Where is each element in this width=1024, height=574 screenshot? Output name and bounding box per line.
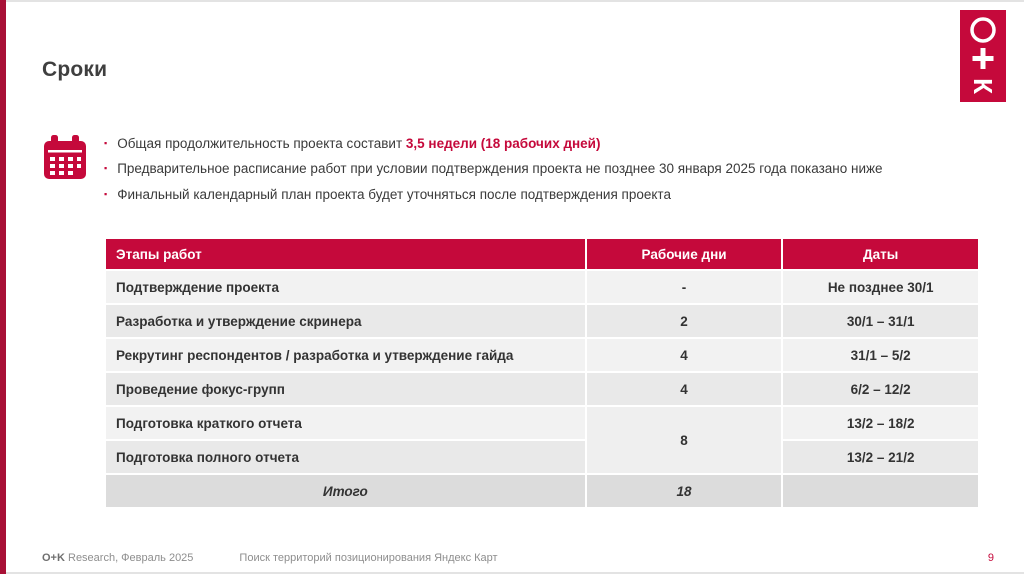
ok-logo-icon: К <box>968 17 998 94</box>
bullet-text-normal: Общая продолжительность проекта составит <box>117 136 406 151</box>
total-dates-cell <box>781 473 980 509</box>
brand-logo: К <box>960 10 1006 102</box>
bullet-text: Финальный календарный план проекта будет… <box>117 186 671 202</box>
stage-cell: Рекрутинг респондентов / разработка и ут… <box>104 337 587 373</box>
days-cell: 4 <box>584 337 784 373</box>
total-label-cell: Итого <box>104 473 587 509</box>
bullet-text: Общая продолжительность проекта составит… <box>117 133 600 154</box>
stage-cell: Подтверждение проекта <box>104 269 587 305</box>
bullet-text: Предварительное расписание работ при усл… <box>117 161 883 177</box>
dates-cell: Не позднее 30/1 <box>781 269 980 305</box>
dates-cell: 6/2 – 12/2 <box>781 371 980 407</box>
bullet-marker-icon: ▪ <box>104 138 108 148</box>
table-row: Проведение фокус-групп 4 6/2 – 12/2 <box>104 371 980 407</box>
days-cell: 2 <box>584 303 784 339</box>
table-row: Подготовка краткого отчета 8 13/2 – 18/2 <box>104 405 980 475</box>
bullet-item: ▪ Общая продолжительность проекта состав… <box>104 133 988 154</box>
days-cell-merged: 8 <box>584 405 784 475</box>
svg-text:К: К <box>968 78 998 94</box>
column-header-stages: Этапы работ <box>104 237 587 271</box>
bullet-list: ▪ Общая продолжительность проекта состав… <box>104 133 988 209</box>
days-cell: 4 <box>584 371 784 407</box>
footer-brand: O+K Research, Февраль 2025 <box>42 552 193 564</box>
bullet-marker-icon: ▪ <box>104 188 108 199</box>
total-days-cell: 18 <box>584 473 784 509</box>
table-row: Разработка и утверждение скринера 2 30/1… <box>104 303 980 339</box>
dates-cell: 13/2 – 21/2 <box>781 439 980 475</box>
table-row: Подготовка полного отчета 13/2 – 21/2 <box>104 439 980 475</box>
stage-cell: Подготовка краткого отчета <box>104 405 587 441</box>
bullet-item: ▪ Предварительное расписание работ при у… <box>104 158 988 179</box>
bullet-item: ▪ Финальный календарный план проекта буд… <box>104 184 988 205</box>
table-row: Подтверждение проекта - Не позднее 30/1 <box>104 269 980 305</box>
slide-bottom-edge <box>0 572 1024 574</box>
bullet-marker-icon: ▪ <box>104 163 108 174</box>
dates-cell: 30/1 – 31/1 <box>781 303 980 339</box>
footer-project: Поиск территорий позиционирования Яндекс… <box>239 552 498 564</box>
footer-brand-name: O+K <box>42 552 65 564</box>
schedule-table-container: Этапы работ Рабочие дни Даты Подтвержден… <box>104 237 980 509</box>
header-row: Этапы работ Рабочие дни Даты <box>104 237 980 271</box>
stage-cell: Разработка и утверждение скринера <box>104 303 587 339</box>
dates-cell: 31/1 – 5/2 <box>781 337 980 373</box>
accent-strip <box>0 0 6 574</box>
schedule-table: Этапы работ Рабочие дни Даты Подтвержден… <box>104 237 980 509</box>
page-number: 9 <box>987 552 994 564</box>
column-header-dates: Даты <box>781 237 980 271</box>
bullet-text-highlight: 3,5 недели (18 рабочих дней) <box>405 136 601 151</box>
table-row: Рекрутинг респондентов / разработка и ут… <box>104 337 980 373</box>
stage-cell: Подготовка полного отчета <box>104 439 587 475</box>
dates-cell: 13/2 – 18/2 <box>781 405 980 441</box>
stage-cell: Проведение фокус-групп <box>104 371 587 407</box>
calendar-icon <box>40 132 90 187</box>
days-cell: - <box>584 269 784 305</box>
footer-brand-date: Research, Февраль 2025 <box>64 552 194 564</box>
page-title: Сроки <box>42 58 108 81</box>
slide-top-edge <box>0 0 1024 2</box>
column-header-days: Рабочие дни <box>584 237 784 271</box>
slide-footer: O+K Research, Февраль 2025 Поиск террито… <box>42 552 994 564</box>
total-row: Итого 18 <box>104 473 980 509</box>
